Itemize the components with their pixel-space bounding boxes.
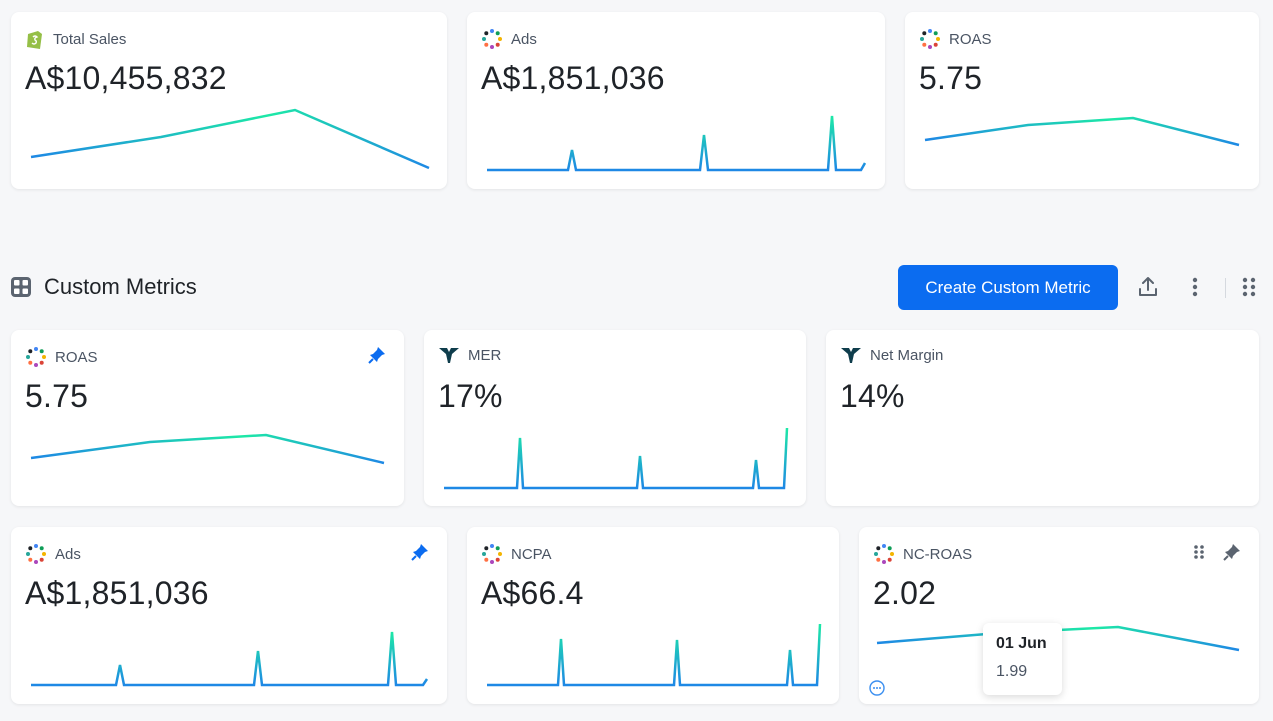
ncpa-card[interactable]: NCPA A$66.4 bbox=[467, 527, 839, 704]
info-icon[interactable] bbox=[869, 680, 885, 696]
tooltip-date: 01 Jun bbox=[996, 635, 1047, 652]
toolbar-divider bbox=[1225, 278, 1226, 298]
card-value: A$66.4 bbox=[481, 575, 584, 611]
sparkline bbox=[487, 623, 822, 687]
card-value: 14% bbox=[840, 378, 905, 414]
card-title: MER bbox=[468, 346, 502, 364]
calculator-icon bbox=[11, 277, 31, 297]
sparkline bbox=[924, 116, 1240, 147]
sparkline bbox=[30, 433, 385, 465]
more-vertical-icon[interactable] bbox=[1182, 274, 1208, 300]
card-value: A$10,455,832 bbox=[25, 60, 227, 96]
card-title: Ads bbox=[55, 545, 81, 563]
card-title: ROAS bbox=[55, 348, 98, 366]
card-value: A$1,851,036 bbox=[25, 575, 209, 611]
triple-whale-icon bbox=[439, 348, 459, 363]
pin-icon[interactable] bbox=[368, 346, 386, 364]
sparkline bbox=[31, 631, 429, 687]
sparkline bbox=[444, 427, 789, 490]
triple-whale-icon bbox=[841, 348, 861, 363]
shopify-icon bbox=[27, 31, 42, 49]
card-title: NCPA bbox=[511, 545, 552, 563]
drag-handle-icon[interactable] bbox=[1236, 274, 1262, 300]
card-title: NC-ROAS bbox=[903, 545, 973, 563]
card-value: 17% bbox=[438, 378, 503, 414]
section-title: Custom Metrics bbox=[44, 274, 197, 299]
sparkline bbox=[30, 108, 430, 170]
pin-icon[interactable] bbox=[411, 543, 429, 561]
roas-card[interactable]: ROAS 5.75 bbox=[11, 330, 404, 506]
card-value: 5.75 bbox=[919, 60, 983, 96]
roas-summary-card[interactable]: ROAS 5.75 bbox=[905, 12, 1259, 189]
tooltip-value: 1.99 bbox=[996, 663, 1028, 680]
total-sales-card[interactable]: Total Sales A$10,455,832 bbox=[11, 12, 447, 189]
drag-handle-icon[interactable] bbox=[1190, 543, 1208, 561]
card-title: Total Sales bbox=[53, 30, 127, 48]
sparkline bbox=[487, 115, 867, 172]
card-title: ROAS bbox=[949, 30, 992, 48]
mer-card[interactable]: MER 17% bbox=[424, 330, 806, 506]
net-margin-card[interactable]: Net Margin 14% bbox=[826, 330, 1259, 506]
pin-icon[interactable] bbox=[1223, 543, 1241, 561]
ads-custom-card[interactable]: Ads A$1,851,036 bbox=[11, 527, 447, 704]
chart-tooltip: 01 Jun 1.99 bbox=[983, 623, 1062, 695]
share-icon[interactable] bbox=[1135, 274, 1161, 300]
card-value: 2.02 bbox=[873, 575, 937, 611]
card-value: 5.75 bbox=[25, 378, 89, 414]
ads-card[interactable]: Ads A$1,851,036 bbox=[467, 12, 885, 189]
card-title: Ads bbox=[511, 30, 537, 48]
create-custom-metric-button[interactable]: Create Custom Metric bbox=[898, 265, 1118, 310]
card-value: A$1,851,036 bbox=[481, 60, 665, 96]
section-header: Custom Metrics bbox=[10, 274, 197, 300]
card-title: Net Margin bbox=[870, 346, 944, 364]
